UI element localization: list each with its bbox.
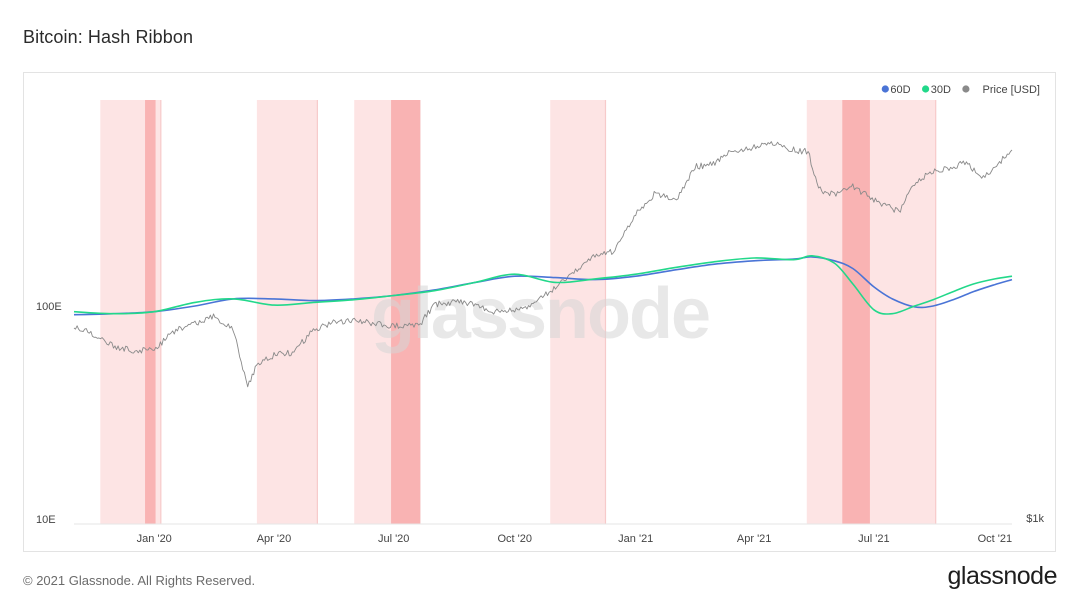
- legend-label: 60D: [890, 84, 910, 96]
- x-tick-label: Jul '21: [858, 533, 889, 545]
- x-tick-label: Oct '20: [497, 533, 532, 545]
- glassnode-logo[interactable]: glassnode: [947, 562, 1058, 590]
- series-lines: [73, 141, 1013, 388]
- legend-label: Price [USD]: [983, 84, 1040, 96]
- watermark: glassnode: [371, 274, 709, 354]
- capitulation-peak-3: [391, 100, 420, 524]
- series-line-30d: [73, 254, 1013, 315]
- legend-label: 30D: [931, 84, 951, 96]
- page-title: Bitcoin: Hash Ribbon: [23, 27, 194, 47]
- x-tick-label: Jan '20: [137, 533, 172, 545]
- y-tick-label-left: 100E: [36, 301, 62, 313]
- series-line-60d: [73, 256, 1013, 316]
- x-axis-ticks: Jan '20 Apr '20 Jul '20 Oct '20 Jan '21 Apr '…: [137, 533, 1012, 545]
- y-tick-label-right: $1k: [1026, 513, 1044, 525]
- y-tick-label-left: 10E: [36, 514, 56, 526]
- capitulation-band-2: [256, 100, 318, 524]
- capitulation-peak-5: [842, 100, 870, 524]
- x-tick-label: Apr '20: [257, 533, 292, 545]
- copyright-text: © 2021 Glassnode. All Rights Reserved.: [23, 573, 256, 588]
- legend[interactable]: Price [USD] 30D 60D: [881, 84, 1040, 96]
- series-line-price-usd: [73, 141, 1013, 388]
- capitulation-band-5: [806, 100, 936, 524]
- x-tick-label: Oct '21: [978, 533, 1013, 545]
- x-tick-label: Jul '20: [378, 533, 409, 545]
- chart-frame: [23, 72, 1056, 552]
- capitulation-bands: [100, 100, 937, 524]
- capitulation-band-4: [550, 100, 606, 524]
- legend-marker: [881, 85, 889, 93]
- legend-marker: [922, 85, 930, 93]
- legend-marker: [962, 85, 970, 93]
- y-axis-ticks: 100E 10E $1k: [36, 301, 1044, 526]
- x-tick-label: Jan '21: [618, 533, 653, 545]
- x-tick-label: Apr '21: [737, 533, 772, 545]
